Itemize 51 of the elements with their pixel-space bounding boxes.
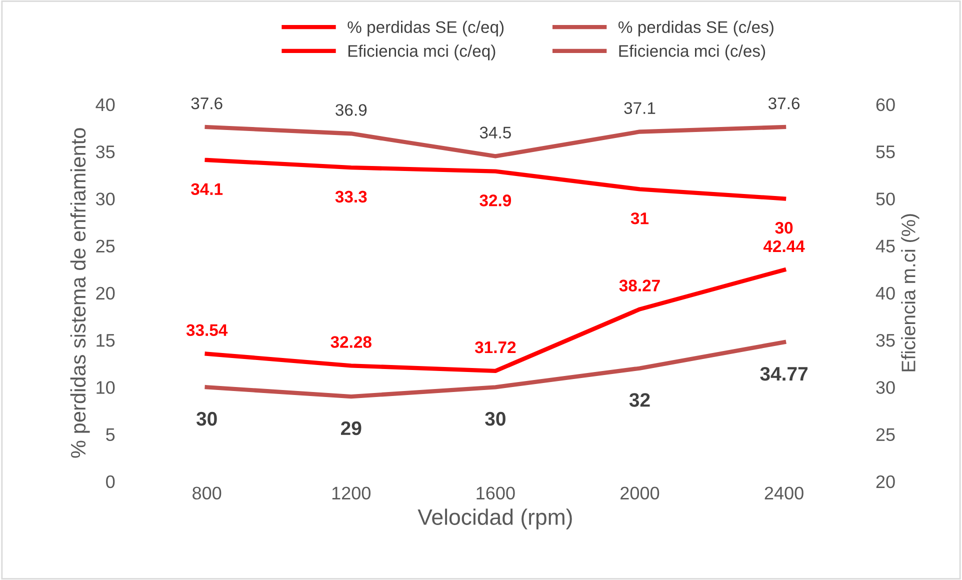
data-label: 36.9 [336,104,367,116]
y2-tick-label: 60 [876,98,895,112]
y2-tick-label: 25 [876,428,895,441]
data-label: 33.3 [335,190,367,203]
data-label: 30 [775,222,793,234]
y-tick-label: 20 [96,286,115,300]
x-tick-label: 2000 [620,486,660,500]
x-tick-label: 2400 [764,486,804,500]
data-label: 34.1 [190,183,223,196]
data-label: 30 [485,412,506,426]
y2-tick-label: 55 [876,146,895,158]
data-label: 31.72 [474,341,516,354]
y2-tick-label: 50 [876,192,895,206]
y-tick-label: 30 [96,192,115,206]
data-label: 37.1 [624,102,656,114]
y-tick-label: 40 [96,98,115,112]
y2-tick-label: 35 [876,334,895,347]
y-tick-label: 5 [106,428,115,441]
data-label: 32.9 [480,194,512,206]
line-series [204,124,786,158]
data-label: 32.28 [330,336,372,348]
y-tick-label: 15 [96,334,115,347]
legend-label: % perdidas SE (c/eq) [348,20,504,36]
y-tick-label: 25 [96,240,115,252]
x-tick-label: 1600 [476,486,515,500]
data-label: 34.5 [480,126,511,138]
y2-tick-label: 40 [876,286,895,300]
x-tick-label: 800 [192,486,222,500]
legend-label: % perdidas SE (c/es) [618,20,774,36]
y-axis-title: % perdidas sistema de enfriamiento [70,128,90,458]
x-tick-label: 1200 [332,486,371,500]
data-label: 32 [629,393,650,407]
y2-tick-label: 30 [876,381,895,394]
y-tick-label: 35 [96,145,115,158]
data-label: 37.6 [768,97,800,110]
y-tick-label: 10 [96,381,115,394]
data-label: 31 [630,212,649,224]
y2-tick-label: 20 [876,475,895,488]
legend-label: Eficiencia mci (c/es) [619,44,766,60]
data-label: 30 [196,412,217,426]
data-label: 29 [340,421,362,436]
data-label: 42.44 [763,240,805,252]
data-label: 37.6 [191,97,222,110]
data-label: 38.27 [619,280,660,292]
data-label: 33.54 [186,324,228,336]
y-tick-label: 0 [106,475,115,488]
x-axis-title: Velocidad (rpm) [418,508,572,530]
y2-axis-title: Eficiencia m.ci (%) [901,214,920,372]
data-label: 34.77 [760,366,808,381]
legend-label: Eficiencia mci (c/eq) [348,44,496,60]
y2-tick-label: 45 [876,240,895,252]
